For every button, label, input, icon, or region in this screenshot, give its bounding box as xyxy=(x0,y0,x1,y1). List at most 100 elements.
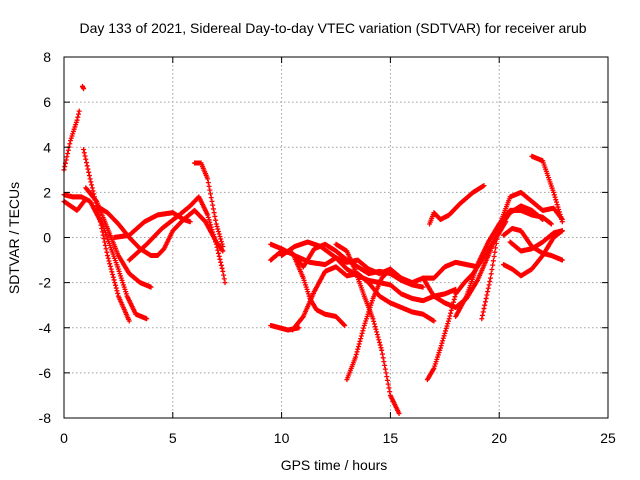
data-point xyxy=(445,318,451,324)
data-point xyxy=(443,328,449,334)
data-point xyxy=(93,197,99,203)
data-point xyxy=(559,216,565,222)
data-point xyxy=(88,179,94,185)
x-axis-label: GPS time / hours xyxy=(281,457,388,473)
x-tick-label: 25 xyxy=(600,430,616,446)
series-track-23 xyxy=(479,189,565,322)
data-point xyxy=(218,236,224,242)
data-point xyxy=(489,266,495,272)
data-point xyxy=(490,262,496,268)
data-point xyxy=(374,332,380,338)
data-point xyxy=(215,226,221,232)
data-point xyxy=(559,257,565,263)
data-point xyxy=(372,324,378,330)
data-point xyxy=(556,206,562,212)
data-point xyxy=(220,248,226,254)
y-tick-label: 0 xyxy=(43,230,51,246)
data-point xyxy=(359,330,365,336)
data-point xyxy=(218,239,224,245)
data-point xyxy=(384,377,390,383)
series-track-18 xyxy=(344,259,480,383)
data-point xyxy=(86,173,92,179)
data-point xyxy=(420,284,426,290)
data-point xyxy=(551,189,557,195)
y-tick-label: -2 xyxy=(39,275,52,291)
data-point xyxy=(445,321,451,327)
y-tick-label: -6 xyxy=(39,365,52,381)
data-point xyxy=(62,164,68,170)
data-point xyxy=(76,108,82,114)
data-point xyxy=(480,312,486,318)
data-point xyxy=(370,316,376,322)
data-point xyxy=(447,313,453,319)
series-track-1 xyxy=(61,108,82,173)
data-point xyxy=(89,182,95,188)
data-point xyxy=(439,340,445,346)
data-point xyxy=(205,212,211,218)
data-point xyxy=(360,328,366,334)
data-point xyxy=(495,232,501,238)
data-point xyxy=(148,284,154,290)
data-point xyxy=(215,228,221,234)
data-point xyxy=(214,244,220,250)
series-track-10 xyxy=(192,160,226,250)
data-point xyxy=(442,330,448,336)
data-point xyxy=(221,272,227,278)
data-point xyxy=(219,241,225,247)
data-point xyxy=(486,282,492,288)
series-track-9 xyxy=(126,194,228,286)
data-point xyxy=(361,325,367,331)
data-point xyxy=(217,233,223,239)
data-point xyxy=(480,309,486,315)
data-point xyxy=(218,262,224,268)
data-point xyxy=(377,339,383,345)
data-point xyxy=(205,214,211,220)
series-track-6 xyxy=(83,185,154,290)
data-point xyxy=(111,277,117,283)
data-point xyxy=(451,296,457,302)
data-point xyxy=(358,336,364,342)
data-point xyxy=(440,335,446,341)
data-point xyxy=(555,204,561,210)
data-point xyxy=(483,295,489,301)
data-point xyxy=(107,261,113,267)
data-point xyxy=(113,285,119,291)
data-point xyxy=(444,323,450,329)
data-point xyxy=(216,253,222,259)
data-point xyxy=(479,316,485,322)
series-track-16 xyxy=(289,264,437,333)
data-point xyxy=(104,249,110,255)
data-point xyxy=(65,151,71,157)
data-point xyxy=(377,342,383,348)
grid-lines xyxy=(64,57,608,418)
data-point xyxy=(386,385,392,391)
data-point xyxy=(102,239,108,245)
x-tick-label: 15 xyxy=(383,430,399,446)
data-point xyxy=(64,154,70,160)
data-point xyxy=(215,250,221,256)
data-point xyxy=(75,114,81,120)
data-point xyxy=(109,269,115,275)
data-point xyxy=(559,219,565,225)
data-point xyxy=(112,282,118,288)
y-tick-label: -8 xyxy=(39,410,52,426)
data-point xyxy=(446,316,452,322)
data-point xyxy=(381,359,387,365)
data-point xyxy=(211,234,217,240)
data-point xyxy=(342,322,348,328)
data-point xyxy=(208,191,214,197)
data-point xyxy=(481,306,487,312)
data-point xyxy=(105,255,111,261)
data-point xyxy=(89,185,95,191)
x-tick-label: 0 xyxy=(60,430,68,446)
data-point xyxy=(552,194,558,200)
data-point xyxy=(211,210,217,216)
data-point xyxy=(490,258,496,264)
data-point xyxy=(485,289,491,295)
data-point xyxy=(484,292,490,298)
data-point xyxy=(205,176,211,182)
data-point xyxy=(492,249,498,255)
data-point xyxy=(103,246,109,252)
y-axis-label: SDTVAR / TECUs xyxy=(6,182,22,294)
